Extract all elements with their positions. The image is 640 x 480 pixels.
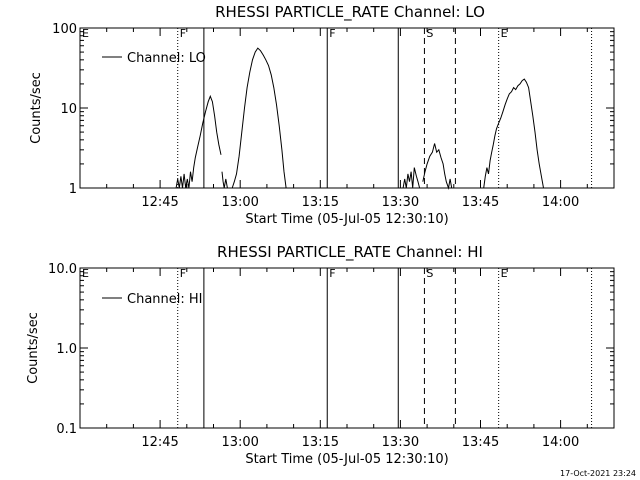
x-tick-label: 13:15 [302,435,339,450]
series-line-segment [402,167,421,189]
event-marker-label: F [329,267,335,280]
x-tick-label: 14:00 [542,195,579,210]
y-tick-label: 1 [69,182,77,197]
series-line-segment [231,47,287,189]
x-axis-label-hi: Start Time (05-Jul-05 12:30:10) [245,452,448,467]
y-tick-label: 10 [60,102,77,117]
event-marker-label: E [82,27,89,40]
series-line-segment [483,78,544,189]
timestamp: 17-Oct-2021 23:24 [560,469,636,478]
event-marker-label: S [426,27,433,40]
series-line-segment [221,171,228,189]
x-tick-label: 13:00 [221,435,258,450]
x-tick-label: 12:45 [141,435,178,450]
x-tick-label: 14:00 [542,435,579,450]
event-marker-label: E [501,27,508,40]
x-tick-label: 13:45 [462,195,499,210]
y-axis-label-hi: Counts/sec [26,312,41,384]
event-marker-label: E [82,267,89,280]
chart-title-hi: RHESSI PARTICLE_RATE Channel: HI [217,243,483,262]
x-tick-label: 13:15 [302,195,339,210]
legend-label-hi: Channel: HI [127,292,203,307]
panel-hi: RHESSI PARTICLE_RATE Channel: HI Start T… [26,243,615,467]
event-marker-label: S [426,267,433,280]
x-tick-label: 13:30 [382,435,419,450]
legend-label-lo: Channel: LO [127,51,206,66]
x-tick-label: 13:00 [221,195,258,210]
x-axis-label-lo: Start Time (05-Jul-05 12:30:10) [245,212,448,227]
chart-title-lo: RHESSI PARTICLE_RATE Channel: LO [215,3,485,22]
y-tick-label: 1.0 [56,342,77,357]
event-marker-label: F [329,27,335,40]
panel-lo: RHESSI PARTICLE_RATE Channel: LO Start T… [29,3,615,227]
y-tick-label: 100 [52,22,77,37]
y-tick-label: 0.1 [56,422,77,437]
event-marker-label: E [501,267,508,280]
y-axis-label-lo: Counts/sec [29,72,44,144]
series-line-segment [422,143,453,190]
x-tick-label: 13:30 [382,195,419,210]
x-tick-label: 13:45 [462,435,499,450]
event-marker-label: F [180,27,186,40]
series-line-segment [175,94,222,189]
y-tick-label: 10.0 [48,262,77,277]
x-tick-label: 12:45 [141,195,178,210]
event-marker-label: F [180,267,186,280]
